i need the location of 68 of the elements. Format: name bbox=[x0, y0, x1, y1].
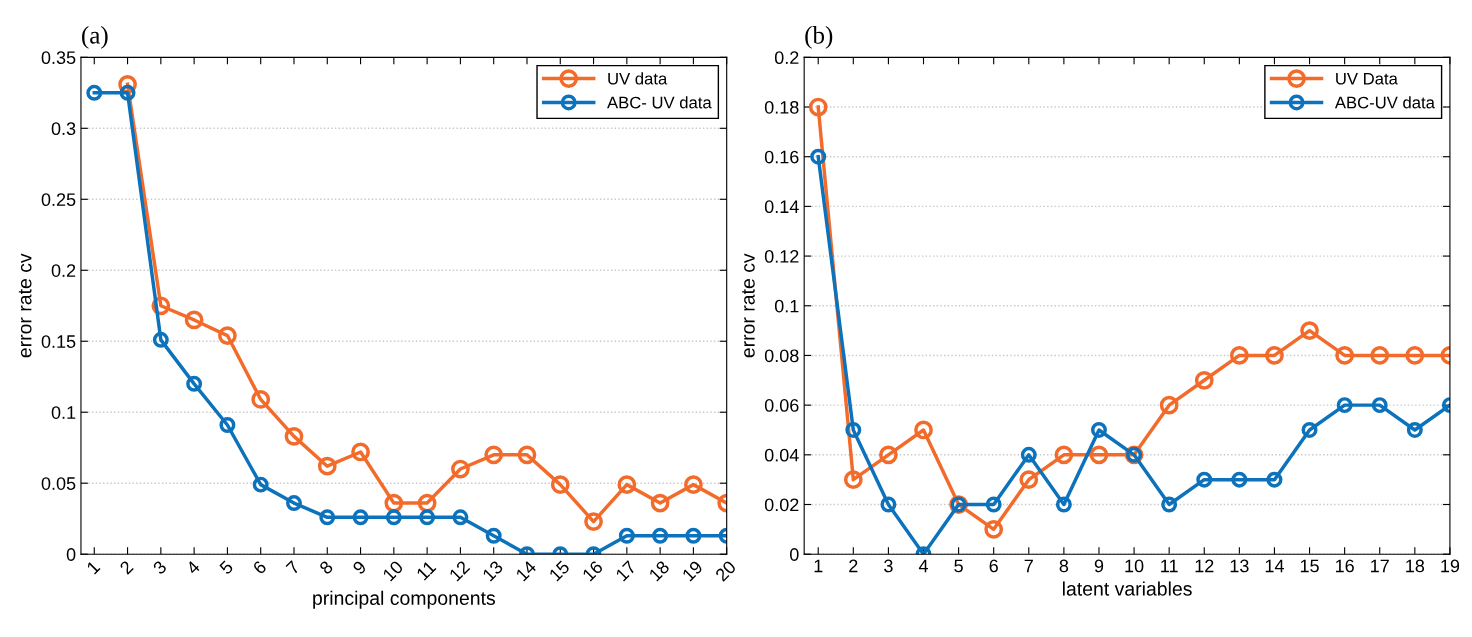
x-tick-label: 12 bbox=[448, 560, 471, 582]
x-tick-label: 5 bbox=[954, 559, 963, 573]
x-tick-label: 7 bbox=[285, 560, 301, 575]
x-tick-label: 17 bbox=[1371, 559, 1389, 573]
x-tick-label: 5 bbox=[218, 560, 234, 576]
x-tick-label: 12 bbox=[1195, 559, 1214, 573]
x-tick-label: 16 bbox=[1335, 559, 1354, 573]
y-tick-label: 0.18 bbox=[764, 100, 799, 114]
y-tick-label: 0 bbox=[789, 548, 799, 561]
y-axis-title: error rate cv bbox=[18, 253, 32, 358]
x-tick-label: 6 bbox=[252, 559, 268, 575]
y-tick-label: 0.02 bbox=[764, 498, 799, 512]
x-tick-label: 4 bbox=[918, 559, 928, 573]
x-tick-label: 14 bbox=[1265, 559, 1284, 573]
y-tick-label: 0.14 bbox=[764, 200, 799, 214]
y-tick-label: 0.05 bbox=[41, 477, 76, 490]
x-tick-label: 1 bbox=[86, 560, 101, 575]
x-tick-label: 10 bbox=[382, 559, 404, 582]
x-tick-label: 11 bbox=[1161, 559, 1178, 573]
x-tick-label: 20 bbox=[714, 559, 737, 582]
y-tick-label: 0 bbox=[66, 548, 76, 561]
x-axis-title: latent variables bbox=[1062, 581, 1192, 596]
x-tick-label: 10 bbox=[1125, 559, 1144, 573]
x-tick-label: 16 bbox=[581, 559, 604, 582]
x-tick-label: 14 bbox=[515, 559, 538, 582]
y-tick-label: 0.04 bbox=[764, 448, 799, 462]
x-tick-label: 18 bbox=[648, 559, 671, 582]
y-tick-label: 0.35 bbox=[41, 51, 76, 65]
x-tick-label: 8 bbox=[318, 559, 334, 575]
y-tick-label: 0.1 bbox=[51, 406, 76, 419]
x-tick-label: 1 bbox=[814, 559, 823, 573]
legend-label: UV Data bbox=[1336, 72, 1398, 85]
x-tick-label: 18 bbox=[1406, 559, 1425, 573]
x-tick-label: 15 bbox=[548, 560, 571, 582]
x-tick-label: 6 bbox=[989, 559, 998, 573]
y-tick-label: 0.08 bbox=[764, 349, 799, 363]
y-tick-label: 0.3 bbox=[51, 122, 76, 136]
x-tick-label: 13 bbox=[1230, 559, 1249, 573]
x-tick-label: 11 bbox=[415, 560, 437, 581]
x-tick-label: 9 bbox=[351, 559, 367, 575]
y-tick-label: 0.16 bbox=[764, 150, 799, 164]
y-tick-label: 0.12 bbox=[764, 250, 799, 263]
x-tick-label: 15 bbox=[1300, 559, 1319, 573]
y-tick-label: 0.2 bbox=[51, 264, 76, 277]
x-tick-label: 8 bbox=[1059, 559, 1069, 573]
x-tick-label: 7 bbox=[1024, 559, 1033, 573]
y-tick-label: 0.2 bbox=[774, 51, 799, 65]
x-tick-label: 17 bbox=[615, 560, 637, 582]
y-tick-label: 0.25 bbox=[41, 193, 76, 207]
y-tick-label: 0.06 bbox=[764, 399, 799, 412]
y-axis-title: error rate cv bbox=[742, 253, 755, 358]
y-tick-label: 0.1 bbox=[774, 299, 799, 313]
x-tick-label: 3 bbox=[152, 559, 168, 576]
y-tick-label: 0.15 bbox=[41, 335, 76, 348]
x-tick-label: 4 bbox=[185, 559, 201, 576]
chart-title: (a) bbox=[82, 26, 108, 49]
x-tick-label: 9 bbox=[1094, 559, 1104, 573]
x-tick-label: 19 bbox=[681, 559, 704, 582]
legend-label: UV data bbox=[608, 72, 668, 85]
x-tick-label: 3 bbox=[884, 559, 893, 573]
legend-label: ABC- UV data bbox=[607, 96, 712, 109]
chart-title: (b) bbox=[805, 26, 833, 49]
x-tick-label: 2 bbox=[849, 559, 858, 573]
x-tick-label: 2 bbox=[119, 560, 134, 575]
legend-label: ABC-UV data bbox=[1334, 96, 1435, 109]
x-tick-label: 13 bbox=[481, 559, 504, 582]
x-tick-label: 19 bbox=[1441, 559, 1460, 573]
x-axis-title: principal components bbox=[313, 590, 495, 609]
